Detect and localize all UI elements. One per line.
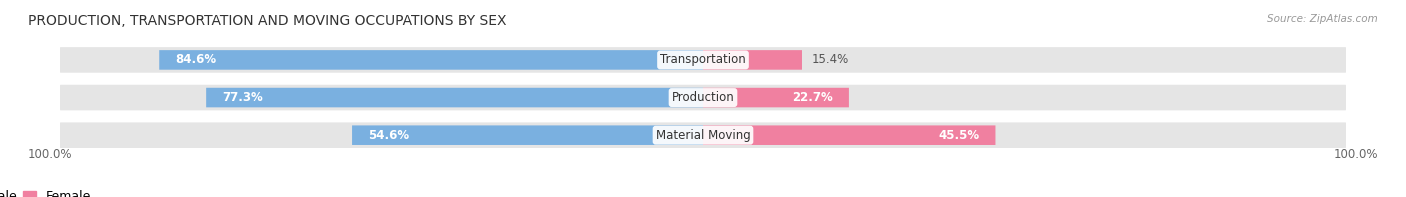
Text: Production: Production — [672, 91, 734, 104]
FancyBboxPatch shape — [703, 50, 801, 70]
Text: 100.0%: 100.0% — [28, 148, 73, 161]
Text: 84.6%: 84.6% — [176, 53, 217, 66]
Text: 77.3%: 77.3% — [222, 91, 263, 104]
Text: 100.0%: 100.0% — [1333, 148, 1378, 161]
FancyBboxPatch shape — [60, 85, 1346, 110]
FancyBboxPatch shape — [207, 88, 703, 107]
Text: Source: ZipAtlas.com: Source: ZipAtlas.com — [1267, 14, 1378, 24]
Text: Material Moving: Material Moving — [655, 129, 751, 142]
FancyBboxPatch shape — [60, 47, 1346, 73]
Text: 22.7%: 22.7% — [792, 91, 832, 104]
Text: PRODUCTION, TRANSPORTATION AND MOVING OCCUPATIONS BY SEX: PRODUCTION, TRANSPORTATION AND MOVING OC… — [28, 14, 506, 28]
Text: 45.5%: 45.5% — [938, 129, 980, 142]
FancyBboxPatch shape — [703, 125, 995, 145]
FancyBboxPatch shape — [159, 50, 703, 70]
Text: 15.4%: 15.4% — [811, 53, 849, 66]
Text: Transportation: Transportation — [661, 53, 745, 66]
Legend: Male, Female: Male, Female — [0, 185, 96, 197]
FancyBboxPatch shape — [352, 125, 703, 145]
FancyBboxPatch shape — [60, 122, 1346, 148]
FancyBboxPatch shape — [703, 88, 849, 107]
Text: 54.6%: 54.6% — [368, 129, 409, 142]
